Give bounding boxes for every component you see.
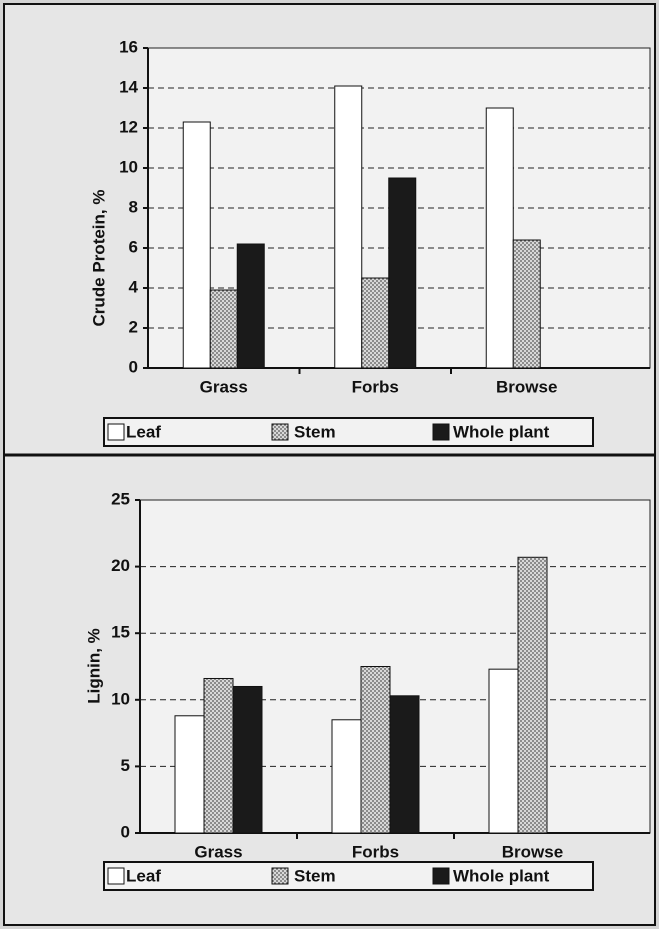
bar (331, 719, 362, 834)
bar (334, 85, 363, 369)
y-tick-label: 0 (129, 357, 138, 376)
bar (388, 177, 417, 369)
legend-swatch (107, 423, 125, 441)
legend-label: Leaf (126, 422, 161, 441)
y-tick-label: 6 (129, 237, 138, 256)
bar (203, 677, 234, 834)
legend-label: Whole plant (453, 422, 550, 441)
bar (488, 668, 519, 834)
bar (360, 666, 391, 834)
legend-swatch (271, 867, 289, 885)
y-tick-label: 10 (119, 157, 138, 176)
y-tick-label: 14 (119, 77, 138, 96)
y-axis-label: Crude Protein, % (89, 190, 108, 327)
bar (232, 685, 263, 834)
bar (209, 289, 238, 369)
y-tick-label: 16 (119, 37, 138, 56)
bar (361, 277, 390, 369)
legend-label: Stem (294, 866, 336, 885)
legend-swatch (271, 423, 289, 441)
bar (236, 243, 265, 369)
bar (485, 107, 514, 369)
legend-swatch (107, 867, 125, 885)
y-tick-label: 10 (111, 689, 130, 708)
y-axis-label: Lignin, % (84, 628, 103, 704)
y-tick-label: 25 (111, 489, 130, 508)
bar (182, 121, 211, 369)
bar (389, 695, 420, 834)
y-tick-label: 0 (121, 822, 130, 841)
x-tick-label: Grass (200, 377, 248, 396)
x-tick-label: Browse (502, 842, 563, 861)
legend-swatch (432, 423, 450, 441)
legend-swatch (432, 867, 450, 885)
y-tick-label: 5 (121, 756, 130, 775)
bar (174, 715, 205, 834)
y-tick-label: 2 (129, 317, 138, 336)
legend-box (103, 417, 594, 447)
bar (517, 556, 548, 834)
y-tick-label: 20 (111, 556, 130, 575)
legend-label: Leaf (126, 866, 161, 885)
x-tick-label: Forbs (352, 377, 399, 396)
y-tick-label: 12 (119, 117, 138, 136)
y-tick-label: 8 (129, 197, 138, 216)
bar (512, 239, 541, 369)
legend-label: Whole plant (453, 866, 550, 885)
x-tick-label: Browse (496, 377, 557, 396)
legend-box (103, 861, 594, 891)
x-tick-label: Grass (194, 842, 242, 861)
y-tick-label: 15 (111, 623, 130, 642)
legend-label: Stem (294, 422, 336, 441)
y-tick-label: 4 (129, 277, 139, 296)
x-tick-label: Forbs (352, 842, 399, 861)
